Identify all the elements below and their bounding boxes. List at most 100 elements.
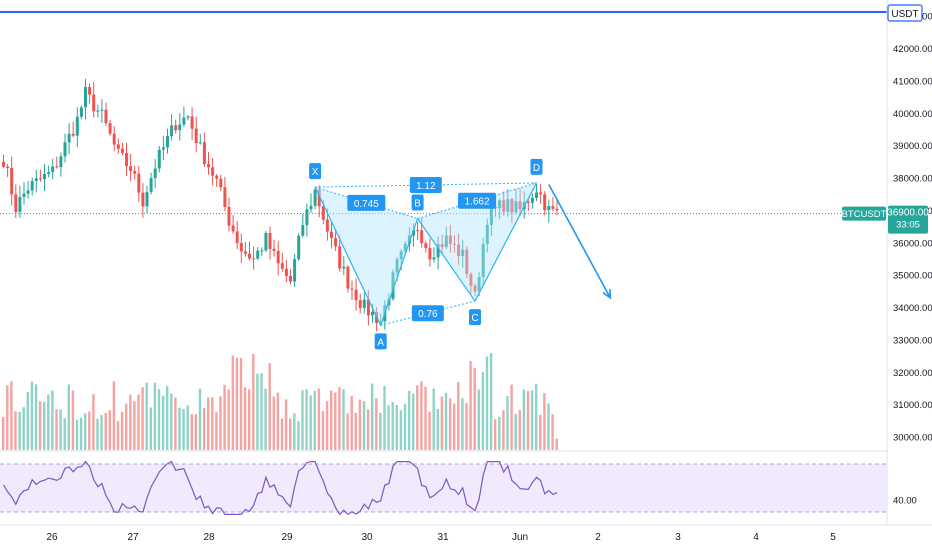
volume-bar (178, 407, 181, 450)
candle-body (43, 173, 46, 179)
volume-bar (317, 388, 321, 450)
candle-body (166, 136, 169, 148)
volume-bar (543, 393, 546, 450)
volume-bar (55, 409, 58, 450)
candle-body (346, 266, 350, 289)
projection-arrow[interactable] (548, 184, 612, 299)
last-price-value: 36900.00 (887, 208, 929, 219)
volume-bar (239, 357, 243, 450)
candle-body (465, 249, 469, 275)
volume-bar (112, 381, 116, 450)
candle-body (276, 250, 280, 264)
projection-arrow-head (602, 288, 612, 300)
volume-bar (465, 403, 468, 450)
candle-body (215, 175, 219, 179)
candle-body (334, 238, 338, 247)
candle-body (448, 235, 452, 244)
candle-body (289, 275, 292, 282)
volume-bar (444, 392, 448, 450)
candle-body (371, 311, 374, 316)
candle-body (436, 244, 440, 258)
candle-body (51, 166, 55, 173)
volume-bar (170, 393, 173, 450)
volume-bar (436, 408, 439, 450)
volume-bar (47, 394, 50, 450)
volume-bar (535, 383, 538, 450)
volume-bar (30, 381, 34, 450)
volume-bar (227, 389, 230, 450)
candle-body (92, 94, 96, 112)
volume-bar (145, 382, 148, 450)
volume-bar (539, 414, 542, 450)
volume-bar (235, 357, 239, 450)
candle-body (161, 147, 165, 150)
volume-bar (182, 408, 185, 450)
date-tick: 29 (281, 532, 293, 543)
candle-body (403, 243, 407, 252)
volume-bar (108, 410, 111, 450)
volume-bar (120, 411, 124, 450)
candle-body (248, 253, 251, 259)
ratio-label-bg (409, 177, 442, 194)
volume-bar (289, 418, 292, 450)
candle-body (412, 230, 415, 236)
ratio-label: 1.662 (465, 197, 490, 208)
volume-bar (125, 403, 128, 450)
candle-body (317, 189, 321, 207)
volume-bar (276, 392, 280, 450)
candle-body (14, 194, 18, 212)
volume-bar (522, 389, 526, 450)
candle-body (133, 171, 137, 174)
price-tick: 35000.00 (893, 271, 932, 282)
volume-bar (149, 407, 152, 450)
volume-bar (526, 391, 530, 450)
candle-body (498, 200, 502, 209)
candle-body (280, 263, 284, 269)
volume-bar (354, 412, 357, 450)
volume-bar (321, 411, 325, 450)
candle-body (268, 232, 272, 249)
volume-bar (252, 353, 255, 450)
candle-body (530, 197, 534, 203)
volume-bar (334, 392, 337, 450)
volume-bar (219, 396, 222, 450)
candle-body (305, 209, 309, 226)
volume-bar (141, 387, 144, 450)
currency-badge[interactable]: USDT (887, 4, 923, 22)
candle-body (284, 268, 288, 276)
pattern-leg (474, 182, 538, 302)
candle-body (420, 230, 424, 244)
candle-body (55, 166, 59, 168)
ratio-label-bg (458, 192, 497, 209)
candle-body (473, 285, 477, 292)
volume-bar (383, 386, 386, 450)
candle-body (6, 166, 10, 169)
volume-bar (75, 419, 79, 450)
rsi-band (0, 464, 887, 512)
candle-body (514, 201, 518, 213)
candle-body (313, 189, 317, 206)
date-axis[interactable]: 26 27 28 29 30 31 Jun 2 3 4 5 (46, 532, 836, 543)
volume-bar (22, 407, 25, 450)
volume-bar (202, 407, 206, 450)
candle-body (481, 244, 485, 278)
volume-bar (457, 381, 460, 450)
volume-bar (96, 418, 99, 450)
volume-bar (198, 388, 202, 450)
candle-body (362, 299, 366, 308)
candle-body (338, 246, 342, 269)
candle-body (391, 272, 395, 299)
harmonic-pattern[interactable]: 0.745 1.12 0.76 1.662 X A B C D (309, 158, 612, 350)
candle-body (461, 249, 465, 256)
candle-body (178, 124, 182, 131)
volume-bar (416, 385, 419, 450)
candle-body (510, 199, 514, 213)
ratio-label: 0.745 (354, 199, 379, 210)
volume-bar (231, 355, 234, 450)
volume-bar (420, 381, 423, 450)
volume-bar (84, 413, 87, 450)
volume-bar (313, 390, 316, 450)
last-price-tag[interactable]: 36900.00 33:05 (887, 205, 929, 234)
volume-bar (514, 413, 517, 450)
